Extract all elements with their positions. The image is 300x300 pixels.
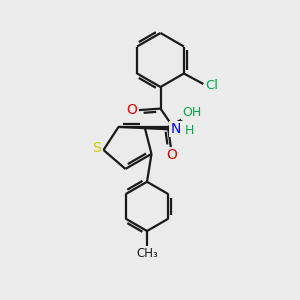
Text: S: S <box>92 142 101 155</box>
Text: O: O <box>166 148 177 162</box>
Text: H: H <box>184 124 194 137</box>
Text: O: O <box>126 103 137 117</box>
Text: N: N <box>170 122 181 136</box>
Text: OH: OH <box>182 106 202 119</box>
Text: CH₃: CH₃ <box>136 247 158 260</box>
Text: Cl: Cl <box>205 79 218 92</box>
